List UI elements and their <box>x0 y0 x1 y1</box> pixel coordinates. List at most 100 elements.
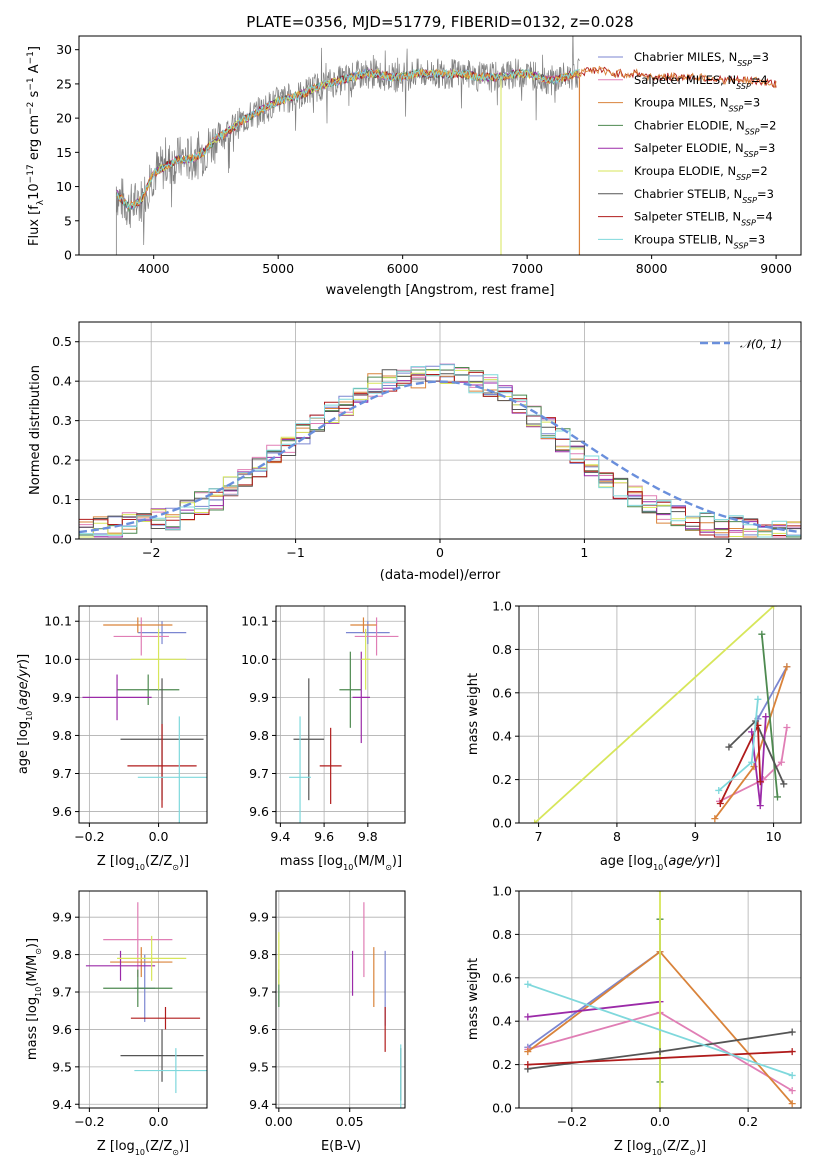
y-tick-label: 0.8 <box>492 927 512 942</box>
spectrum-model-line <box>115 68 580 210</box>
x-tick-label: 0 <box>436 545 444 560</box>
y-tick-label: 9.6 <box>249 1022 269 1037</box>
y-tick-label: 9.9 <box>249 690 269 705</box>
y-axis-label: mass weight <box>466 673 481 755</box>
y-tick-label: 0.0 <box>492 1101 512 1116</box>
y-tick-label: 9.5 <box>249 1059 269 1074</box>
y-tick-label: 0.1 <box>52 492 72 507</box>
spectrum-model-line <box>115 68 580 210</box>
x-tick-label: 0.0 <box>650 1114 670 1129</box>
residuals-axes <box>79 322 801 540</box>
histogram-step <box>79 371 801 539</box>
mass-weight-marker <box>783 663 791 671</box>
y-tick-label: 1.0 <box>492 884 512 899</box>
legend-entry: Chabrier MILES, NSSP=3 <box>634 50 769 68</box>
y-tick-label: 9.9 <box>52 910 72 925</box>
normal-curve <box>79 380 801 534</box>
x-tick-label: −1 <box>286 545 304 560</box>
y-tick-label: 9.4 <box>249 1097 269 1112</box>
mass-weight-marker <box>715 786 723 794</box>
x-tick-label: 7 <box>535 829 543 844</box>
spectrum-model-line <box>115 68 580 211</box>
mass-weight-line <box>534 606 775 823</box>
y-tick-label: 9.9 <box>52 690 72 705</box>
mass-weight-line <box>714 666 788 820</box>
mass-weight-line <box>527 1000 661 1018</box>
mass-weight-marker <box>711 815 719 823</box>
mass-weight-marker <box>656 1048 664 1056</box>
legend-entry: Kroupa ELODIE, NSSP=2 <box>634 164 768 182</box>
x-tick-label: 10 <box>766 829 782 844</box>
x-tick-label: 8 <box>613 829 621 844</box>
mass-weight-line <box>719 727 788 803</box>
age-vs-mass-axes <box>276 606 405 823</box>
x-tick-label: 6000 <box>387 261 419 276</box>
x-tick-label: 0.05 <box>336 1114 364 1129</box>
y-tick-label: 10.0 <box>44 652 72 667</box>
mass-weight-line <box>718 699 759 792</box>
y-tick-label: 25 <box>56 76 72 91</box>
x-axis-label: Z [log10(Z/Z⊙)] <box>97 1139 189 1157</box>
age-vs-z-axes <box>79 606 207 823</box>
mass-weight-marker <box>788 1087 796 1095</box>
y-tick-label: 0.0 <box>52 532 72 547</box>
y-tick-label: 9.8 <box>52 728 72 743</box>
x-tick-label: 7000 <box>511 261 543 276</box>
mass-weight-line <box>527 1050 793 1066</box>
axes-frame <box>78 35 802 256</box>
y-tick-label: 0.6 <box>492 685 512 700</box>
y-tick-label: 5 <box>64 213 72 228</box>
spectrum-model-line <box>115 68 580 208</box>
y-tick-label: 9.7 <box>52 985 72 1000</box>
mass-weight-marker <box>780 780 788 788</box>
y-tick-label: 9.6 <box>52 804 72 819</box>
mass-vs-ebv-axes <box>276 891 405 1108</box>
mass-weight-line <box>757 666 788 720</box>
y-tick-label: 9.7 <box>249 766 269 781</box>
y-tick-label: 0.2 <box>52 453 72 468</box>
legend-entry: Salpeter MILES, NSSP=4 <box>634 73 768 91</box>
y-tick-label: 10.1 <box>241 614 269 629</box>
legend-entry: Chabrier STELIB, NSSP=3 <box>634 187 774 205</box>
mass-weight-line <box>527 983 793 1077</box>
y-tick-label: 9.8 <box>249 728 269 743</box>
y-tick-label: 1.0 <box>492 599 512 614</box>
y-tick-label: 0.6 <box>492 970 512 985</box>
mass-weight-marker <box>788 1048 796 1056</box>
y-tick-label: 0.4 <box>492 729 512 744</box>
y-tick-label: 9.6 <box>52 1022 72 1037</box>
mass-weight-marker <box>788 1071 796 1079</box>
y-tick-label: 0.5 <box>52 334 72 349</box>
x-tick-label: 2 <box>725 545 733 560</box>
mass-weight-marker <box>762 713 770 721</box>
axes-frame <box>78 890 208 1109</box>
x-tick-label: 9.6 <box>314 829 334 844</box>
mass-weight-marker <box>783 724 791 732</box>
spectrum-model-line <box>116 67 580 210</box>
mass-weight-marker <box>716 799 724 807</box>
x-tick-label: 9.8 <box>358 829 378 844</box>
y-axis-label: Normed distribution <box>28 365 43 495</box>
x-tick-label: −0.2 <box>557 1114 587 1129</box>
y-axis-label: mass weight <box>466 958 481 1040</box>
mass-weight-marker <box>524 980 532 988</box>
x-tick-label: 0.00 <box>265 1114 293 1129</box>
y-tick-label: 10.0 <box>241 652 269 667</box>
histogram-step <box>79 364 801 539</box>
x-tick-label: 1 <box>580 545 588 560</box>
mass-weight-marker <box>748 758 756 766</box>
chart-title: PLATE=0356, MJD=51779, FIBERID=0132, z=0… <box>246 13 633 31</box>
legend-entry: Kroupa MILES, NSSP=3 <box>634 96 760 114</box>
mass-weight-marker <box>656 891 664 895</box>
mass-vs-z-axes <box>79 891 207 1108</box>
legend-entry: Kroupa STELIB, NSSP=3 <box>634 232 765 250</box>
mass-weight-marker <box>770 606 778 610</box>
y-tick-label: 9.9 <box>249 910 269 925</box>
mass-weight-marker <box>524 1013 532 1021</box>
x-tick-label: 0.0 <box>149 829 169 844</box>
y-tick-label: 0.8 <box>492 642 512 657</box>
mass-weight-line <box>760 634 779 798</box>
mass-weight-marker <box>788 1028 796 1036</box>
x-tick-label: −2 <box>142 545 160 560</box>
